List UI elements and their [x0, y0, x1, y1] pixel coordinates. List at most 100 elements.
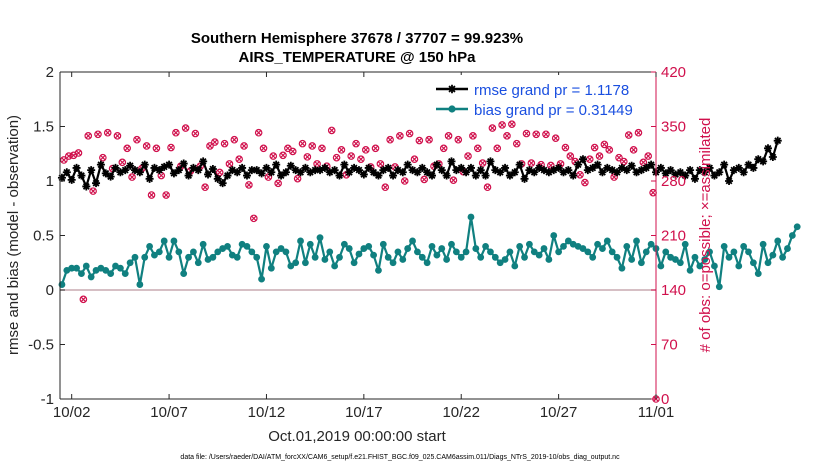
rmse-point: [690, 174, 699, 183]
rmse-point: [462, 168, 471, 177]
rmse-point: [749, 163, 758, 172]
obs-assimilated-marker: [143, 143, 150, 149]
rmse-point: [759, 157, 768, 166]
obs-possible-marker: [298, 139, 307, 148]
right-tick-label: 0: [661, 391, 669, 408]
obs-assimilated-marker: [358, 156, 364, 162]
obs-count-point: [308, 142, 317, 150]
rmse-point: [257, 169, 266, 178]
rmse-point: [647, 160, 656, 169]
obs-count-point: [230, 135, 239, 144]
right-tick-label: 280: [661, 173, 686, 190]
rmse-point: [354, 166, 363, 175]
rmse-point: [101, 169, 110, 178]
obs-assimilated-marker: [601, 141, 608, 148]
rmse-point: [486, 157, 495, 166]
rmse-point: [301, 163, 310, 172]
rmse-point: [126, 161, 135, 170]
bias-point: [560, 243, 567, 250]
rmse-point: [252, 166, 261, 175]
obs-count-point: [595, 152, 604, 160]
obs-possible-marker: [220, 139, 229, 148]
rmse-point: [754, 155, 763, 164]
obs-count-point: [269, 152, 278, 160]
obs-possible-marker: [512, 139, 521, 148]
obs-assimilated-marker: [353, 140, 359, 147]
bias-point: [715, 283, 723, 291]
bias-point: [764, 259, 772, 267]
obs-assimilated-marker: [509, 121, 515, 127]
legend-rmse-marker: [447, 84, 457, 94]
bias-point: [350, 259, 358, 267]
rmse-point: [330, 166, 339, 175]
chart-subtitle: AIRS_TEMPERATURE @ 150 hPa: [239, 49, 477, 66]
obs-possible-marker: [245, 181, 253, 189]
bias-point: [423, 259, 431, 267]
rmse-point: [213, 174, 222, 183]
bias-point: [462, 248, 470, 256]
obs-assimilated-marker: [309, 143, 315, 149]
obs-possible-marker: [371, 144, 380, 153]
rmse-point: [311, 166, 320, 175]
rmse-point: [174, 166, 183, 175]
rmse-point: [622, 166, 631, 175]
obs-count-point: [240, 142, 248, 150]
bias-point: [443, 256, 451, 263]
bias-point: [336, 253, 343, 261]
bias-point: [389, 259, 397, 267]
rmse-point: [501, 163, 510, 172]
rmse-point: [140, 160, 149, 169]
rmse-point: [408, 166, 417, 175]
bias-point: [579, 245, 587, 252]
obs-count-point: [147, 191, 156, 199]
obs-assimilated-marker: [163, 192, 169, 198]
rmse-point: [121, 166, 130, 175]
rmse-point: [194, 166, 203, 175]
rmse-point: [569, 171, 578, 180]
obs-assimilated-marker: [635, 130, 642, 136]
bias-point: [282, 248, 290, 256]
obs-count-point: [581, 178, 589, 187]
obs-count-point: [644, 152, 653, 160]
bias-point: [521, 253, 528, 261]
obs-possible-marker: [103, 128, 112, 137]
obs-count-point: [590, 143, 599, 152]
bias-point: [311, 253, 319, 261]
x-tick-label: 10/17: [345, 404, 383, 421]
obs-possible-marker: [444, 132, 453, 140]
bias-point: [438, 245, 446, 252]
rmse-point: [345, 168, 354, 177]
obs-assimilated-marker: [455, 137, 462, 143]
obs-assimilated-marker: [528, 160, 535, 166]
obs-possible-marker: [605, 146, 614, 154]
obs-assimilated-marker: [616, 154, 622, 161]
rmse-point: [184, 171, 193, 180]
legend: rmse grand pr = 1.1178 bias grand pr = 0…: [430, 75, 652, 119]
rmse-point: [632, 168, 641, 177]
obs-assimilated-marker: [236, 156, 242, 162]
obs-assimilated-marker: [241, 143, 247, 149]
obs-possible-marker: [396, 132, 404, 140]
obs-assimilated-marker: [100, 154, 106, 161]
obs-count-point: [420, 175, 429, 184]
rmse-point: [613, 168, 622, 177]
obs-count-point: [405, 129, 414, 138]
obs-possible-marker: [318, 144, 326, 153]
obs-possible-marker: [357, 155, 365, 164]
obs-assimilated-marker: [523, 130, 530, 137]
obs-count-point: [274, 179, 282, 188]
obs-assimilated-marker: [397, 133, 403, 139]
bias-point: [530, 248, 538, 256]
obs-count-point: [410, 155, 419, 164]
bias-point: [107, 270, 115, 278]
obs-count-point: [206, 142, 214, 150]
obs-count-point: [254, 128, 263, 137]
obs-count-point: [123, 144, 131, 153]
rmse-point: [729, 166, 738, 175]
rmse-point: [763, 144, 772, 153]
obs-possible-marker: [123, 144, 131, 153]
rmse-point: [734, 163, 743, 172]
obs-assimilated-marker: [290, 148, 296, 155]
obs-assimilated-marker: [421, 176, 427, 183]
rmse-point: [768, 153, 777, 162]
